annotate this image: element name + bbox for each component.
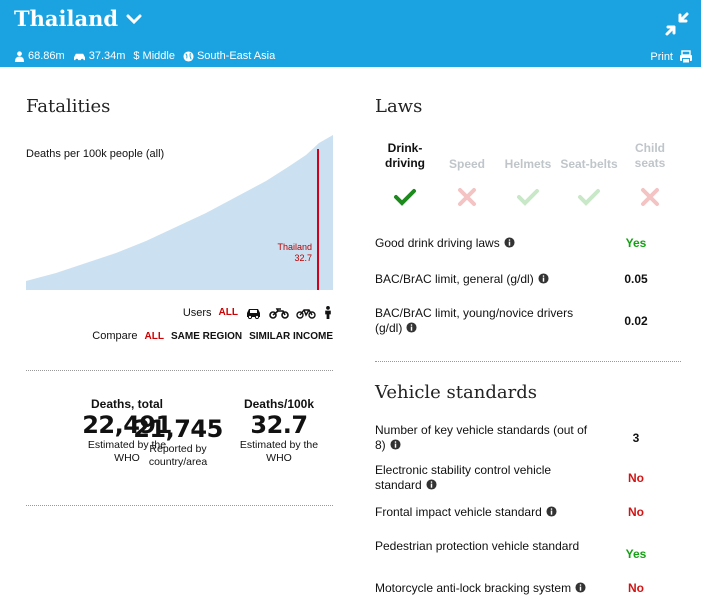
deaths-per-100k: Deaths/100k 32.7 Estimated by the WHO xyxy=(224,397,334,465)
tab-child-seats[interactable]: Child seats xyxy=(634,141,666,170)
law-row-value: 0.02 xyxy=(624,314,648,328)
dollar-icon: $ xyxy=(133,50,140,62)
car-icon xyxy=(73,53,85,62)
check-icon xyxy=(394,189,416,206)
bicycle-icon[interactable] xyxy=(296,307,316,319)
deaths-total-reported: 21,745 Reported by country/area xyxy=(123,415,233,469)
cross-icon xyxy=(458,188,476,206)
thailand-value: 32.7 xyxy=(294,253,312,263)
region-stat: South-East Asia xyxy=(183,50,275,62)
deaths-reported-desc: Reported by country/area xyxy=(148,443,208,468)
deaths-rate-heading: Deaths/100k xyxy=(243,397,315,411)
print-button[interactable]: Print xyxy=(650,50,693,64)
info-icon[interactable] xyxy=(575,582,586,593)
laws-title: Laws xyxy=(375,96,423,117)
divider xyxy=(375,361,681,362)
check-icon xyxy=(578,189,600,206)
motorcycle-icon[interactable] xyxy=(269,307,289,319)
fatalities-title: Fatalities xyxy=(26,96,111,117)
info-icon[interactable] xyxy=(406,322,417,333)
chart-label: Deaths per 100k people (all) xyxy=(26,148,165,160)
vehicle-row-label: Motorcycle anti-lock bracking system xyxy=(375,581,586,596)
vehicle-row-value: No xyxy=(628,581,644,595)
pedestrian-icon[interactable] xyxy=(323,306,333,319)
law-row-label: BAC/BrAC limit, young/novice drivers (g/… xyxy=(375,306,574,335)
users-filter: Users ALL xyxy=(183,306,333,319)
printer-icon xyxy=(680,50,692,64)
country-meta: 68.86m 37.34m $ Middle South-East Asia xyxy=(14,50,275,62)
population-stat: 68.86m xyxy=(14,50,65,62)
info-icon[interactable] xyxy=(426,479,437,490)
vehicles-value: 37.34m xyxy=(88,50,126,62)
law-row-value: Yes xyxy=(625,236,647,250)
users-all-option[interactable]: ALL xyxy=(218,307,238,318)
fatalities-chart: Thailand 32.7 xyxy=(26,135,333,290)
divider xyxy=(26,505,333,506)
vehicle-row-value: 3 xyxy=(632,431,640,445)
vehicle-row-value: No xyxy=(628,471,644,485)
chevron-down-icon xyxy=(126,14,142,24)
vehicles-stat: 37.34m xyxy=(73,50,126,62)
vehicle-row-value: Yes xyxy=(625,547,647,561)
deaths-total-value: 22,491 xyxy=(82,411,172,439)
income-value: Middle xyxy=(142,50,175,62)
print-label: Print xyxy=(650,51,673,63)
tab-drink-driving[interactable]: Drink-driving xyxy=(384,141,425,170)
vehicle-row-label: Electronic stability control vehicle sta… xyxy=(375,463,552,492)
compare-filter: Compare ALL SAME REGION SIMILAR INCOME xyxy=(92,330,333,342)
tab-speed[interactable]: Speed xyxy=(448,157,485,171)
compare-label: Compare xyxy=(92,330,138,342)
compare-similar-income-option[interactable]: SIMILAR INCOME xyxy=(249,330,333,342)
info-icon[interactable] xyxy=(504,237,515,248)
tab-helmets[interactable]: Helmets xyxy=(504,157,552,171)
chart-area xyxy=(26,135,333,290)
law-row-label: BAC/BrAC limit, general (g/dl) xyxy=(375,272,549,287)
deaths-total-desc: Estimated by the WHO xyxy=(87,439,167,464)
country-header: Thailand 68.86m 37.34m $ Middle South-Ea… xyxy=(0,0,701,67)
person-icon xyxy=(14,50,25,62)
deaths-rate-desc: Estimated by the WHO xyxy=(239,439,319,464)
thailand-label: Thailand xyxy=(277,242,312,252)
population-value: 68.86m xyxy=(28,50,65,62)
users-label: Users xyxy=(182,306,212,319)
compare-all-option[interactable]: ALL xyxy=(144,330,164,342)
check-icon xyxy=(517,189,539,206)
region-value: South-East Asia xyxy=(196,50,276,62)
collapse-icon[interactable] xyxy=(663,10,691,38)
deaths-total-heading: Deaths, total xyxy=(90,397,163,411)
cross-icon xyxy=(641,188,659,206)
car-icon[interactable] xyxy=(245,307,262,319)
vehicle-standards-title: Vehicle standards xyxy=(375,382,537,403)
law-row-label: Good drink driving laws xyxy=(375,236,515,251)
vehicle-row-label: Pedestrian protection vehicle standard xyxy=(375,539,580,553)
vehicle-row-label: Frontal impact vehicle standard xyxy=(375,505,557,520)
country-selector[interactable]: Thailand xyxy=(14,6,142,31)
info-icon[interactable] xyxy=(546,506,557,517)
globe-icon xyxy=(183,50,194,62)
deaths-reported-value: 21,745 xyxy=(133,415,223,443)
vehicle-row-label: Number of key vehicle standards (out of … xyxy=(375,423,588,452)
country-name: Thailand xyxy=(14,6,119,31)
tab-seat-belts[interactable]: Seat-belts xyxy=(560,157,618,171)
info-icon[interactable] xyxy=(390,439,401,450)
income-stat: $ Middle xyxy=(133,50,175,62)
deaths-rate-value: 32.7 xyxy=(250,411,308,439)
vehicle-row-value: No xyxy=(628,505,644,519)
divider xyxy=(26,370,333,371)
deaths-total-who: Deaths, total 22,491 Estimated by the WH… xyxy=(72,397,182,465)
law-row-value: 0.05 xyxy=(624,272,648,286)
compare-same-region-option[interactable]: SAME REGION xyxy=(170,330,243,342)
info-icon[interactable] xyxy=(538,273,549,284)
